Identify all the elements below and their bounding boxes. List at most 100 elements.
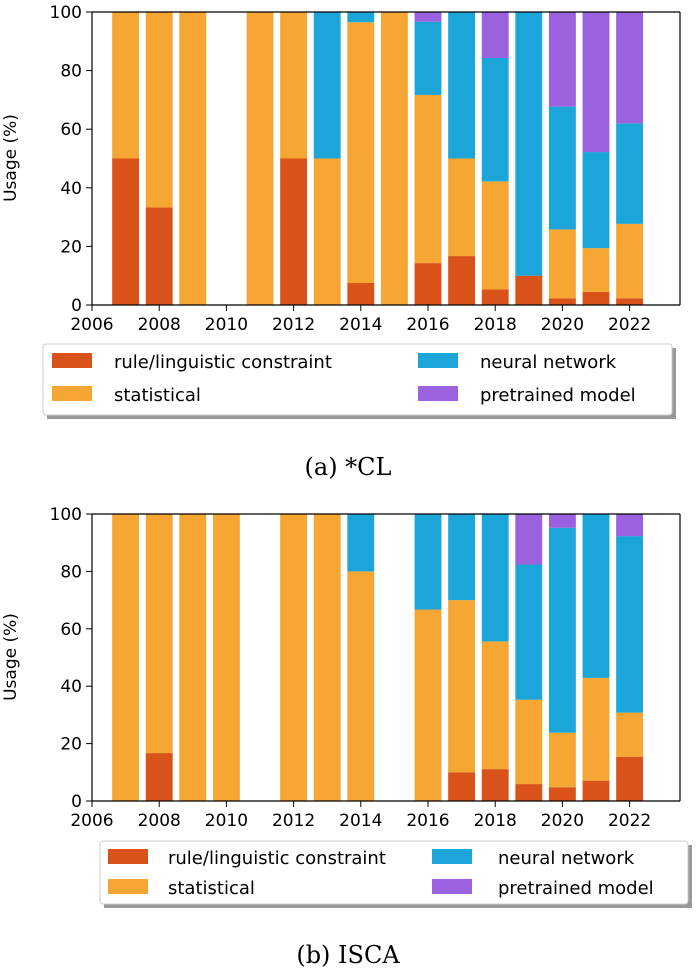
bar-isca-2020-series-0 (548, 787, 576, 801)
legend-label-rule-b: rule/linguistic constraint (168, 848, 386, 869)
bar-cl-2008-series-0 (145, 207, 173, 305)
x-ticks-cl: 2006 2008 2010 2012 2014 2016 2018 2020 2022 (70, 305, 651, 335)
y-tick-label-isca: 80 (60, 562, 82, 582)
y-tick-label-isca: 40 (60, 677, 82, 697)
legend-isca: rule/linguistic constraint statistical n… (99, 840, 692, 908)
caption-cl: (a) *CL (305, 453, 392, 481)
y-tick-label-isca: 20 (60, 735, 82, 755)
bar-isca-2008-series-0 (145, 753, 173, 801)
legend-swatch-pretrained (418, 386, 458, 401)
legend-swatch-neural-b (432, 849, 472, 864)
x-tick-label-cl: 2016 (406, 315, 449, 335)
bar-cl-2016-series-1 (414, 94, 442, 264)
legend-label-rule: rule/linguistic constraint (114, 352, 332, 373)
bar-cl-2014-series-0 (347, 283, 375, 305)
legend-label-statistical: statistical (114, 385, 201, 406)
bar-isca-2008-series-1 (145, 514, 173, 754)
legend-label-statistical-b: statistical (168, 878, 255, 899)
legend-box-cl (42, 343, 673, 416)
y-tick-label-isca: 100 (50, 505, 82, 525)
bar-cl-2021-series-3 (582, 12, 610, 153)
y-tick-label-isca: 60 (60, 620, 82, 640)
legend-swatch-statistical-b (108, 879, 148, 894)
y-tick-label-cl: 0 (71, 296, 82, 316)
bar-cl-2019-series-0 (515, 275, 543, 305)
bar-cl-2012-series-1 (280, 12, 308, 159)
y-axis-label-isca: Usage (%) (1, 613, 21, 701)
x-tick-label-cl: 2020 (541, 315, 584, 335)
panel-cl: 0 20 40 60 80 100 2006 2008 2010 2012 2014 2016 201… (1, 3, 681, 481)
bar-cl-2022-series-3 (616, 12, 644, 124)
bar-cl-2016-series-2 (414, 21, 442, 95)
bar-isca-2009-series-1 (179, 514, 207, 801)
y-tick-label-cl: 60 (60, 120, 82, 140)
y-tick-label-cl: 100 (50, 3, 82, 23)
bar-cl-2017-series-1 (448, 158, 476, 257)
legend-swatch-rule (52, 353, 92, 368)
bar-cl-2022-series-0 (616, 298, 644, 305)
panel-isca: 0 20 40 60 80 100 2006 2008 2010 2012 2014 2016 201… (1, 505, 692, 969)
x-tick-label-isca: 2020 (541, 811, 584, 831)
bar-cl-2017-series-2 (448, 12, 476, 159)
x-tick-label-isca: 2012 (272, 811, 315, 831)
x-ticks-isca: 2006 2008 2010 2012 2014 2016 2018 2020 2022 (70, 801, 651, 831)
bar-cl-2016-series-0 (414, 263, 442, 305)
bar-cl-2021-series-0 (582, 291, 610, 305)
bar-isca-2018-series-1 (481, 641, 509, 770)
x-tick-label-isca: 2018 (474, 811, 517, 831)
x-tick-label-cl: 2008 (138, 315, 181, 335)
bar-isca-2016-series-1 (414, 609, 442, 801)
bar-isca-2013-series-1 (313, 514, 341, 801)
bar-cl-2020-series-0 (548, 298, 576, 305)
bar-isca-2021-series-0 (582, 780, 610, 801)
y-tick-label-cl: 80 (60, 62, 82, 82)
bar-isca-2014-series-1 (347, 571, 375, 801)
x-tick-label-isca: 2010 (205, 811, 248, 831)
bar-isca-2019-series-2 (515, 564, 543, 700)
bar-isca-2020-series-1 (548, 732, 576, 788)
bars-cl (112, 12, 644, 305)
bar-cl-2007-series-1 (112, 12, 140, 159)
x-tick-label-isca: 2022 (608, 811, 651, 831)
bar-isca-2017-series-0 (448, 772, 476, 801)
bar-cl-2007-series-0 (112, 158, 140, 305)
bar-isca-2022-series-1 (616, 712, 644, 757)
bar-cl-2013-series-2 (313, 12, 341, 159)
x-tick-label-cl: 2010 (205, 315, 248, 335)
bar-isca-2018-series-2 (481, 514, 509, 642)
bar-isca-2022-series-3 (616, 514, 644, 537)
x-tick-label-cl: 2018 (474, 315, 517, 335)
bar-isca-2010-series-1 (212, 514, 240, 801)
bar-cl-2018-series-1 (481, 181, 509, 290)
bar-cl-2018-series-2 (481, 58, 509, 182)
bar-cl-2019-series-2 (515, 12, 543, 276)
bar-cl-2011-series-1 (246, 12, 274, 305)
y-axis-label-cl: Usage (%) (1, 114, 21, 202)
bar-cl-2020-series-3 (548, 12, 576, 107)
y-ticks-isca: 0 20 40 60 80 100 (50, 505, 92, 812)
bar-cl-2008-series-1 (145, 12, 173, 208)
bar-cl-2022-series-1 (616, 223, 644, 299)
bar-isca-2019-series-3 (515, 514, 543, 565)
y-tick-label-cl: 40 (60, 179, 82, 199)
x-tick-label-cl: 2022 (608, 315, 651, 335)
caption-isca: (b) ISCA (296, 941, 400, 969)
y-tick-label-isca: 0 (71, 792, 82, 812)
bar-cl-2018-series-3 (481, 12, 509, 58)
x-tick-label-isca: 2014 (339, 811, 382, 831)
bar-cl-2013-series-1 (313, 158, 341, 305)
legend-label-pretrained-b: pretrained model (498, 878, 654, 899)
legend-swatch-neural (418, 353, 458, 368)
bar-isca-2017-series-2 (448, 514, 476, 601)
legend-label-pretrained: pretrained model (480, 385, 636, 406)
bar-cl-2022-series-2 (616, 123, 644, 224)
bar-cl-2021-series-1 (582, 248, 610, 292)
bar-cl-2014-series-1 (347, 22, 375, 284)
bar-isca-2012-series-1 (280, 514, 308, 801)
bar-cl-2018-series-0 (481, 289, 509, 305)
x-tick-label-isca: 2008 (138, 811, 181, 831)
bar-isca-2021-series-2 (582, 514, 610, 678)
legend-swatch-statistical (52, 386, 92, 401)
bar-isca-2014-series-2 (347, 514, 375, 572)
